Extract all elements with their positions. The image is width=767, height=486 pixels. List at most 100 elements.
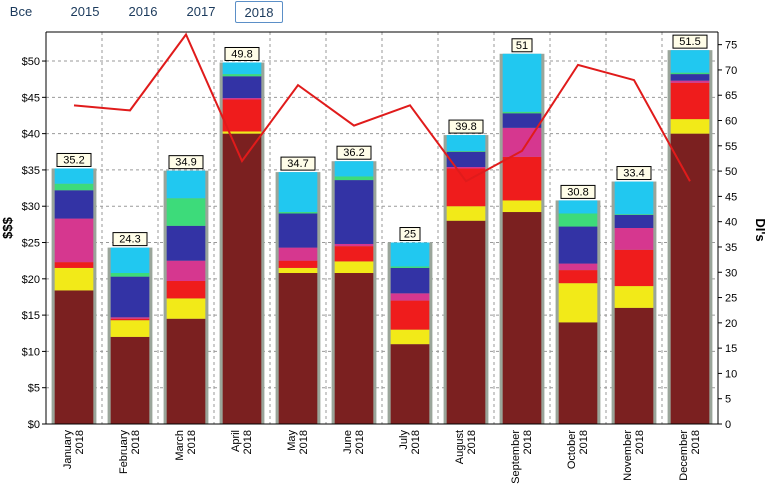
bar-segment [614,307,654,424]
y-right-tick-label: 10 [725,368,737,380]
bar-segment [558,322,598,424]
total-label: 34.9 [175,157,196,169]
y-right-tick-label: 75 [725,40,737,52]
bar-segment [558,263,598,271]
bar-segment [502,156,542,201]
di-line-path [73,32,691,183]
y-tick-label: $25 [22,238,40,250]
bar-segment [278,247,318,261]
total-label: 34.7 [287,158,308,170]
bar-segment [614,286,654,308]
y-right-tick-label: 30 [725,267,737,279]
x-tick-label: November2018 [622,430,646,481]
bar-group [443,135,489,424]
total-label: 39.8 [455,121,476,133]
y-tick-label: $10 [22,346,40,358]
tab-all[interactable]: Все [9,4,33,19]
bar-segment [390,344,430,424]
tab-2018[interactable]: 2018 [235,1,283,23]
bar-segment [166,198,206,226]
bar-segment [54,290,94,424]
total-label-box [511,38,533,53]
total-label: 36.2 [343,147,364,159]
bar-segment [390,293,430,301]
bar-segment [390,242,430,267]
bar-segment [334,273,374,424]
bar-segment [614,214,654,228]
bar-segment [670,82,710,120]
bar-segment [670,74,710,81]
bar-segment [222,98,262,100]
bar-segment [110,320,150,337]
total-label: 51 [516,40,528,52]
y-right-tick-label: 45 [725,191,737,203]
tab-2017[interactable]: 2017 [186,4,216,19]
bar-group [163,170,209,424]
bar-segment [390,329,430,345]
bar-segment [446,135,486,152]
y-tick-label: $50 [22,56,40,68]
total-label: 33.4 [623,168,644,180]
bar-segment [166,298,206,319]
y-right-tick-label: 70 [725,65,737,77]
bar-segment [558,226,598,264]
year-tab-bar: Все 2015 2016 2017 2018 [0,0,767,26]
bar-group [611,181,657,424]
bar-segment [502,212,542,424]
bar-segment [614,249,654,287]
y-tick-label: $5 [28,383,40,395]
total-label-box [672,34,708,49]
bar-segment [502,127,542,157]
bar-segment [334,161,374,177]
bar-segment [222,74,262,77]
tab-2016[interactable]: 2016 [128,4,158,19]
bar-segment [446,151,486,152]
bar-segment [670,50,710,73]
y-tick-label: $35 [22,165,40,177]
x-tick-label: September2018 [510,430,534,484]
bar-group [275,172,321,424]
bar-segment [222,76,262,99]
tab-2015[interactable]: 2015 [70,4,100,19]
bar-segment [670,119,710,134]
x-tick-label: June2018 [342,430,366,454]
y-right-tick-label: 65 [725,90,737,102]
bar-segment [334,246,374,262]
y-right-tick-label: 50 [725,166,737,178]
bar-group [51,168,97,424]
bar-segment [54,183,94,191]
y-tick-label: $20 [22,274,40,286]
bar-group [331,161,377,424]
bar-segment [446,206,486,221]
axes: $0 $5 $10 $15 $20 $25 $30 $35 $40 $45 $50 0 5 10 15 20 2… [0,31,767,484]
bar-segment [334,176,374,181]
bar-segment [502,200,542,213]
bar-segment [278,213,318,248]
x-tick-label: July2018 [398,430,422,455]
bar-segment [614,214,654,215]
x-tick-label: January2018 [62,430,86,470]
bar-segment [670,72,710,75]
bar-segment [334,243,374,247]
bar-segment [334,261,374,274]
bar-segment [558,283,598,323]
bar-segment [278,260,318,268]
y-tick-label: $30 [22,201,40,213]
bar-segment [54,190,94,219]
bar-segment [54,262,94,268]
total-label-box [336,145,372,160]
bars [51,50,713,425]
bar-segment [166,225,206,261]
bar-segment [390,300,430,330]
x-tick-label: May2018 [286,430,310,455]
x-tick-label: October2018 [566,430,590,469]
bar-segment [110,247,150,274]
bar-segment [502,113,542,128]
bar-segment [166,318,206,424]
y-right-tick-label: 0 [725,419,731,431]
bar-segment [670,133,710,424]
bar-segment [614,181,654,215]
y-tick-label: $15 [22,310,40,322]
bar-segment [110,317,150,319]
bar-segment [222,99,262,132]
